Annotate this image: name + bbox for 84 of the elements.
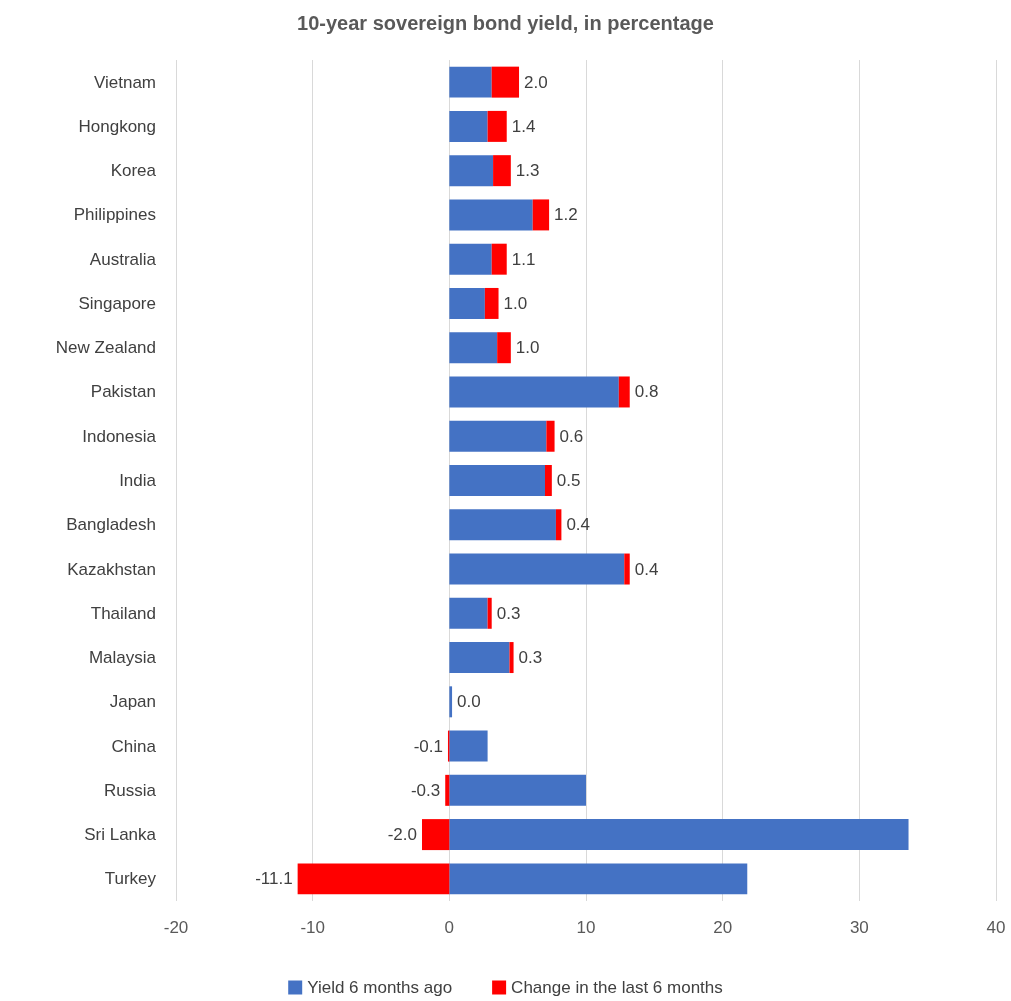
bar (509, 642, 514, 674)
bar (422, 819, 450, 851)
bar (545, 465, 552, 496)
data-label: 1.3 (515, 161, 540, 181)
bar (497, 332, 511, 364)
data-label: 0.0 (457, 692, 481, 712)
bar (449, 863, 748, 895)
y-tick-label: Pakistan (90, 382, 156, 402)
data-label: 0.4 (634, 559, 659, 579)
bar (449, 287, 485, 319)
bar (624, 553, 630, 585)
bar (449, 553, 625, 585)
bar (449, 509, 556, 541)
bar (484, 287, 499, 319)
y-tick-label: Sri Lanka (84, 825, 157, 845)
legend-label: Yield 6 months ago (307, 978, 453, 997)
legend-label: Change in the last 6 months (511, 978, 723, 997)
bar (449, 66, 492, 98)
data-label: 1.0 (515, 338, 540, 358)
y-tick-label: Kazakhstan (67, 559, 156, 579)
bar (449, 376, 619, 408)
x-tick-label: 20 (713, 918, 733, 937)
bar (546, 420, 555, 452)
data-label: 0.6 (559, 426, 584, 446)
y-tick-label: Turkey (104, 869, 157, 889)
y-tick-label: China (111, 736, 157, 756)
bar (449, 332, 498, 364)
x-tick-label: 0 (444, 918, 455, 937)
bar (449, 730, 488, 762)
data-label: 0.5 (556, 471, 581, 490)
bar (449, 110, 488, 142)
x-tick-label: 10 (576, 918, 596, 937)
x-tick-label: -10 (300, 918, 325, 937)
data-label: -0.1 (413, 736, 443, 756)
data-label: -11.1 (255, 869, 293, 889)
data-label: 1.1 (511, 249, 536, 269)
data-label: 2.0 (524, 72, 548, 92)
bar (449, 243, 492, 275)
bar (487, 110, 507, 142)
bar (487, 597, 492, 629)
bar (491, 243, 507, 275)
bar (297, 863, 450, 895)
y-tick-label: Hongkong (78, 116, 156, 136)
bar (449, 642, 510, 674)
data-label: 0.3 (518, 648, 543, 668)
bar (449, 774, 586, 806)
y-tick-label: Malaysia (88, 648, 157, 668)
data-label: 0.4 (566, 515, 591, 535)
y-tick-label: Vietnam (93, 72, 156, 92)
bar (449, 465, 545, 496)
bar (449, 155, 494, 187)
x-tick-label: 40 (986, 918, 1006, 937)
y-tick-label: Bangladesh (66, 515, 156, 535)
bar (618, 376, 630, 408)
data-label: -0.3 (410, 780, 441, 800)
bar (532, 199, 550, 231)
data-label: 1.2 (554, 205, 578, 225)
x-tick-label: -20 (163, 918, 189, 937)
bar (449, 686, 453, 718)
chart-title: 10-year sovereign bond yield, in percentage (297, 12, 714, 34)
data-label: 0.3 (496, 603, 521, 623)
bar (491, 66, 520, 98)
bar (449, 819, 909, 851)
bar (449, 199, 533, 231)
bar (555, 509, 562, 541)
y-tick-label: Philippines (73, 205, 156, 225)
y-tick-label: Indonesia (82, 426, 157, 446)
y-tick-label: Thailand (90, 603, 156, 623)
data-label: 1.0 (503, 293, 528, 313)
y-tick-label: Japan (109, 692, 156, 712)
y-tick-label: Korea (110, 161, 157, 181)
x-tick-label: 30 (849, 918, 869, 937)
bar (445, 774, 450, 806)
bar (449, 420, 547, 452)
data-label: -2.0 (387, 825, 417, 845)
y-tick-label: Australia (89, 249, 157, 269)
y-tick-label: New Zealand (55, 338, 156, 358)
data-label: 1.4 (511, 116, 536, 136)
y-tick-label: Singapore (78, 293, 156, 313)
bar (449, 597, 488, 629)
bar (493, 155, 511, 187)
data-label: 0.8 (634, 382, 659, 402)
y-tick-label: India (119, 471, 157, 490)
y-tick-label: Russia (104, 780, 157, 800)
